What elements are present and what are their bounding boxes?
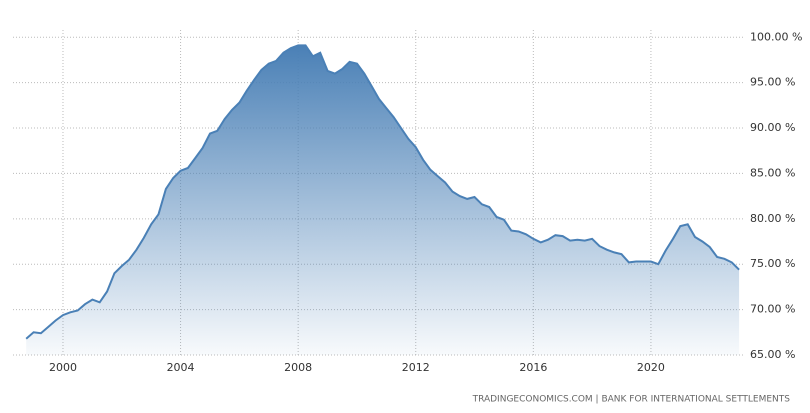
- y-tick-label: 75.00 %: [750, 257, 795, 270]
- y-tick-label: 80.00 %: [750, 212, 795, 225]
- y-tick-label: 90.00 %: [750, 121, 795, 134]
- x-tick-label: 2008: [284, 361, 312, 374]
- x-tick-label: 2020: [637, 361, 665, 374]
- x-tick-label: 2016: [519, 361, 547, 374]
- y-tick-label: 65.00 %: [750, 348, 795, 361]
- area: [26, 45, 740, 356]
- x-tick-label: 2012: [402, 361, 430, 374]
- x-tick-label: 2004: [167, 361, 195, 374]
- source: TRADINGECONOMICS.COM | BANK FOR INTERNAT…: [472, 395, 791, 405]
- y-tick-label: 95.00 %: [750, 76, 795, 89]
- y-tick-label: 100.00 %: [750, 30, 802, 43]
- y-tick-label: 85.00 %: [750, 166, 795, 179]
- y-tick-label: 70.00 %: [750, 303, 795, 316]
- x-tick-label: 2000: [49, 361, 77, 374]
- line: [25, 44, 740, 340]
